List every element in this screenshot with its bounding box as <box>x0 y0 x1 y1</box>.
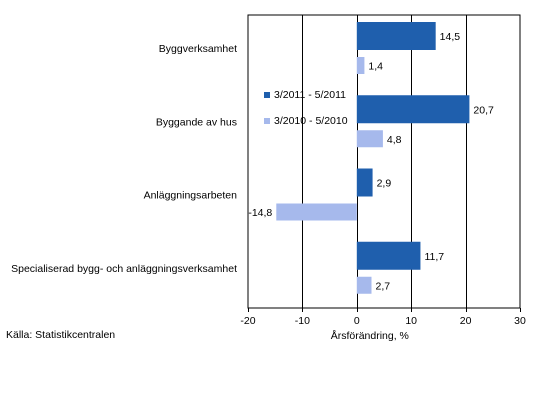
x-tick-label: 0 <box>354 315 360 327</box>
data-label: 1,4 <box>368 61 383 73</box>
legend-label: 3/2011 - 5/2011 <box>274 89 346 101</box>
legend-swatch <box>264 92 270 98</box>
plot-frame <box>247 14 521 309</box>
x-axis-title: Årsförändring, % <box>331 329 409 342</box>
x-tick-label: 10 <box>405 315 417 327</box>
category-label: Byggverksamhet <box>159 43 237 55</box>
bar <box>356 168 373 197</box>
data-label: 20,7 <box>473 104 494 116</box>
bar <box>356 95 470 124</box>
data-label: 2,7 <box>375 280 390 292</box>
bar <box>356 22 436 50</box>
source-note: Källa: Statistikcentralen <box>6 329 116 341</box>
legend-swatch <box>264 118 270 124</box>
data-label: 11,7 <box>424 251 444 263</box>
bar <box>356 276 372 294</box>
x-tick-label: -10 <box>295 315 310 327</box>
bar <box>356 57 365 74</box>
data-label: 2,9 <box>377 178 392 190</box>
data-label: 14,5 <box>440 31 461 43</box>
legend-label: 3/2010 - 5/2010 <box>274 115 348 127</box>
x-tick-label: -20 <box>240 315 255 327</box>
data-label: 4,8 <box>387 134 402 146</box>
bar <box>356 130 383 148</box>
x-tick-label: 20 <box>460 315 472 327</box>
category-label: Byggande av hus <box>156 116 237 128</box>
category-label: Specialiserad bygg- och anläggningsverks… <box>11 263 237 275</box>
category-label: Anläggningsarbeten <box>144 190 238 202</box>
x-tick-label: 30 <box>514 315 526 327</box>
data-label: -14,8 <box>248 207 272 219</box>
bar <box>356 241 421 270</box>
bar <box>276 203 357 221</box>
